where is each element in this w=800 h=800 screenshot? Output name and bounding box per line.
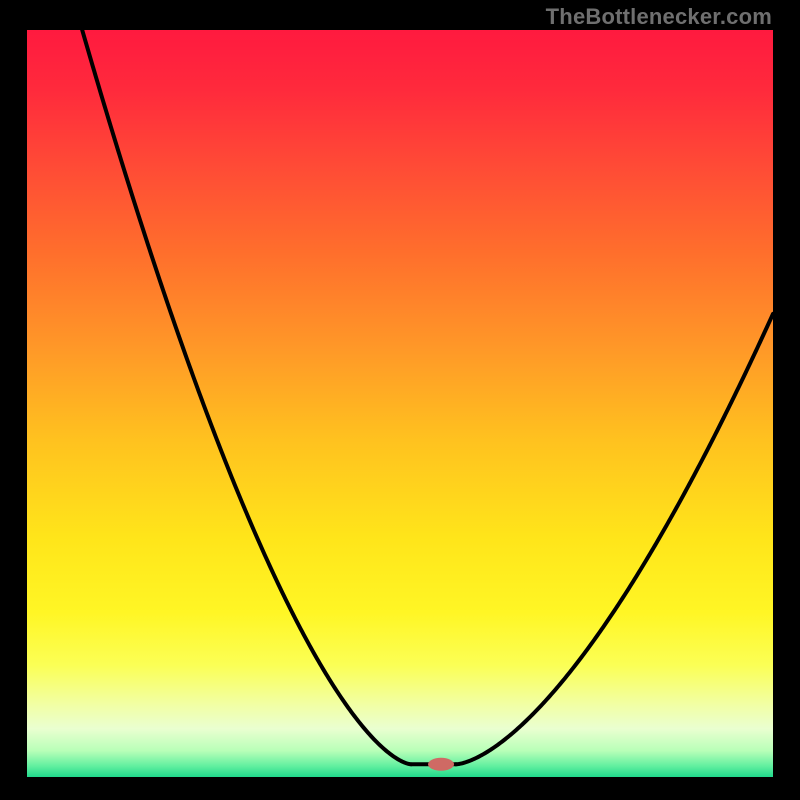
watermark-text: TheBottlenecker.com <box>546 4 772 30</box>
minimum-marker <box>428 758 454 771</box>
bottleneck-curve-plot <box>27 30 773 777</box>
chart-stage: TheBottlenecker.com <box>0 0 800 800</box>
plot-background <box>27 30 773 777</box>
